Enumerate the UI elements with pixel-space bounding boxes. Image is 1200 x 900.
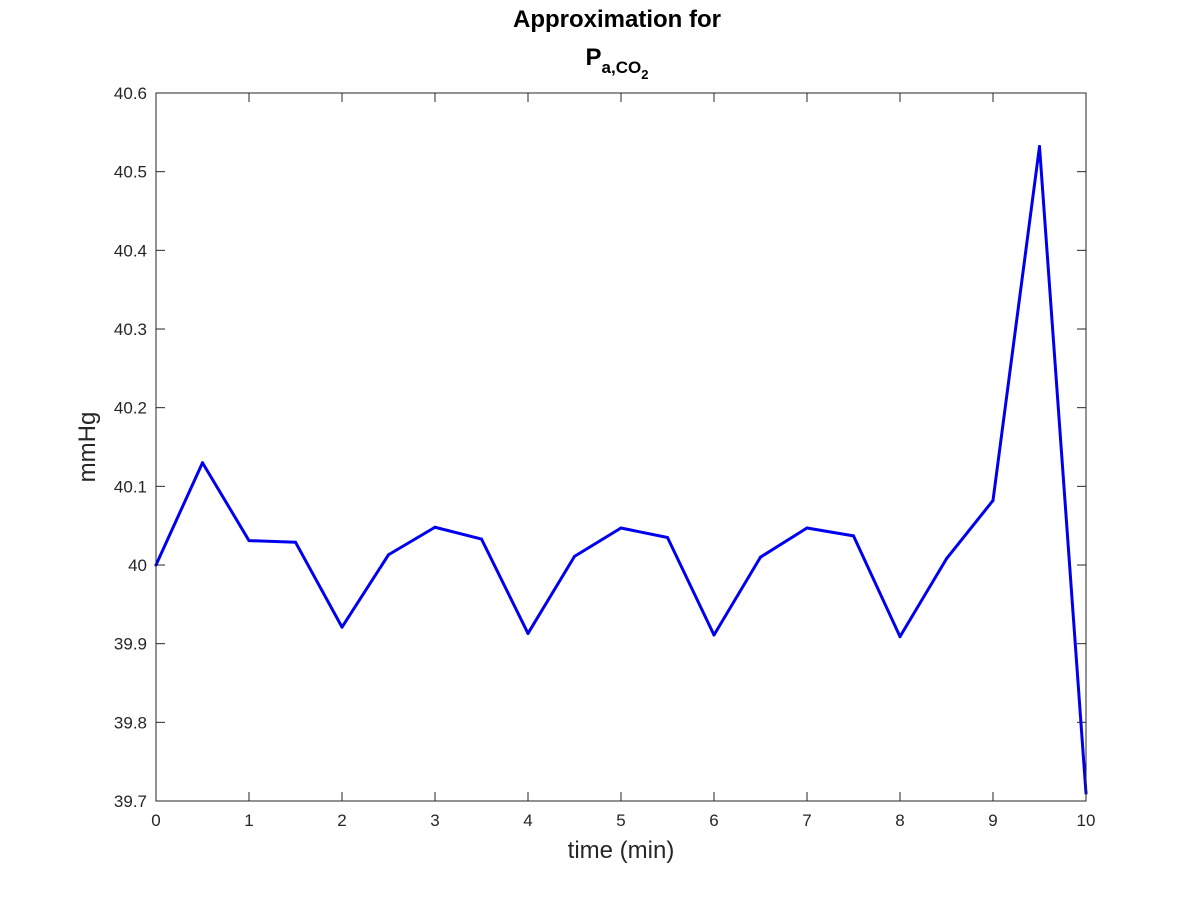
x-tick-label: 0 <box>151 811 160 830</box>
data-point <box>387 553 390 557</box>
x-tick-label: 1 <box>244 811 253 830</box>
x-tick-label: 5 <box>616 811 625 830</box>
y-tick-label: 40.3 <box>114 320 147 339</box>
y-tick-label: 40.1 <box>114 477 147 496</box>
data-point <box>991 498 995 502</box>
chart-title-text: Approximation for <box>513 6 721 33</box>
series-layer <box>154 144 1088 795</box>
data-point <box>526 631 530 635</box>
y-tick-label: 39.7 <box>114 792 147 811</box>
axis-ticks <box>155 92 1087 802</box>
y-tick-label: 40.5 <box>114 163 147 182</box>
data-point <box>759 555 762 559</box>
y-tick-label: 40.2 <box>114 399 147 418</box>
y-tick-label: 40.6 <box>114 84 147 103</box>
chart-title: Approximation for Pa,CO2 <box>513 6 721 82</box>
x-tick-label: 2 <box>337 811 346 830</box>
data-point <box>294 540 297 544</box>
title-formula-base: P <box>586 44 602 71</box>
data-point <box>619 526 623 530</box>
x-tick-label: 10 <box>1077 811 1096 830</box>
data-point <box>898 635 902 639</box>
data-point <box>340 625 344 629</box>
data-point <box>247 539 251 543</box>
y-axis-label: mmHg <box>74 412 101 483</box>
y-tick-label: 40 <box>128 556 147 575</box>
x-tick-label: 3 <box>430 811 439 830</box>
plot-area-frame <box>155 92 1087 802</box>
y-tick-label: 40.4 <box>114 241 147 260</box>
data-point <box>852 534 855 538</box>
series-line <box>154 144 1088 795</box>
title-formula-sub-subscript: 2 <box>641 67 648 82</box>
data-point <box>480 537 483 541</box>
data-point <box>666 535 669 539</box>
y-tick-label: 39.8 <box>114 713 147 732</box>
x-tick-label: 4 <box>523 811 532 830</box>
x-tick-label: 6 <box>709 811 718 830</box>
y-tick-label: 39.9 <box>114 635 147 654</box>
data-point <box>945 557 948 561</box>
data-point <box>805 526 809 530</box>
x-tick-label: 7 <box>802 811 811 830</box>
y-axis-tick-labels: 39.7 39.8 39.9 40 40.1 40.2 40.3 40.4 40.5 40.6 <box>114 84 147 811</box>
chart-title-formula: Pa,CO2 <box>586 44 649 82</box>
data-point <box>433 525 437 529</box>
title-formula-subscript: a,CO <box>602 58 642 77</box>
data-point <box>201 461 204 465</box>
data-point <box>1038 144 1041 148</box>
x-tick-label: 8 <box>895 811 904 830</box>
x-axis-tick-labels: 0 1 2 3 4 5 6 7 8 9 10 <box>151 811 1095 830</box>
x-axis-label: time (min) <box>568 837 675 864</box>
x-tick-label: 9 <box>988 811 997 830</box>
data-point <box>712 633 716 637</box>
data-point <box>573 554 576 558</box>
